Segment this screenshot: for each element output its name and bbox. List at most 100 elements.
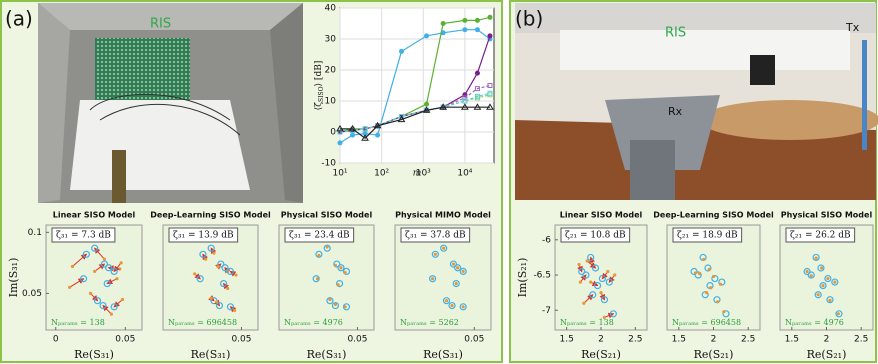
point (93, 269, 97, 273)
annotation-box (560, 227, 631, 243)
error-arrow (106, 278, 118, 285)
point (68, 285, 72, 289)
point (79, 275, 88, 283)
point (444, 299, 449, 303)
point (722, 310, 726, 314)
plot-title: Linear SISO Model (53, 211, 136, 220)
point (226, 286, 230, 291)
point (582, 301, 586, 305)
plot-title: Physical SISO Model (281, 211, 373, 220)
point (461, 269, 465, 273)
point (452, 280, 460, 288)
point (221, 264, 229, 272)
x-tick-label: 1.5 (785, 335, 799, 345)
point (613, 273, 617, 277)
point (817, 264, 825, 272)
point (336, 283, 340, 287)
point (196, 275, 204, 283)
error-arrow (586, 260, 597, 269)
point (454, 264, 462, 272)
point (702, 257, 706, 262)
point (462, 17, 468, 23)
point (450, 303, 454, 308)
annotation: ζ₂₁ = 26.2 dB (790, 231, 851, 241)
point (422, 106, 431, 113)
point (578, 267, 586, 276)
point (456, 266, 460, 270)
point (602, 315, 607, 319)
point (836, 312, 840, 316)
point (331, 301, 340, 310)
x-axis-label: m (413, 169, 422, 179)
point (474, 70, 480, 76)
point (100, 260, 109, 268)
point (459, 303, 467, 311)
point (93, 297, 102, 305)
annotation-box (400, 227, 471, 243)
point (578, 280, 583, 284)
annotation: ζ₃₁ = 13.9 dB (173, 231, 234, 241)
x-axis-label: Re(S₂₁) (694, 348, 734, 361)
point (474, 17, 480, 23)
point (350, 132, 356, 138)
point (461, 305, 465, 309)
point (486, 103, 494, 110)
y-tick-label: 10 (325, 97, 337, 107)
x-tick-label: 10⁴ (457, 169, 472, 179)
point (589, 280, 593, 284)
point (120, 297, 125, 302)
point (826, 296, 834, 304)
point (337, 264, 345, 272)
point (487, 33, 493, 39)
y-tick-label: 20 (325, 66, 337, 76)
point (424, 33, 430, 39)
point (449, 260, 458, 268)
param-count: Nₚₐᵣₐₘₛ = 4976 (284, 318, 343, 327)
plot-title: Linear SISO Model (560, 211, 643, 220)
param-count: Nₚₐᵣₐₘₛ = 696458 (168, 318, 237, 327)
plot-title: Physical MIMO Model (395, 211, 491, 220)
point (348, 124, 357, 132)
point (317, 253, 321, 258)
x-axis-label: Re(S₃₁) (74, 348, 114, 361)
point (199, 250, 207, 258)
point (207, 244, 215, 252)
point (598, 274, 606, 283)
x-tick-label: 0.05 (231, 335, 251, 345)
point (215, 300, 219, 304)
point (216, 264, 220, 269)
photo-label: RIS (150, 17, 171, 32)
point (398, 114, 404, 119)
y-tick-label: 0.05 (22, 289, 42, 299)
point (209, 296, 213, 300)
x-tick-label: 2 (824, 335, 830, 345)
point (698, 272, 702, 276)
y-axis-label: ⟨ζSISO⟩ [dB] (314, 61, 325, 111)
point (833, 280, 837, 284)
series-line (339, 16, 491, 133)
point (807, 271, 815, 279)
point (428, 275, 437, 283)
point (587, 253, 595, 262)
point (212, 251, 216, 255)
param-count: Nₚₐᵣₐₘₛ = 138 (51, 318, 105, 327)
x-tick-label: 2.5 (741, 335, 755, 345)
point (339, 266, 343, 270)
point (109, 312, 113, 316)
y-tick-label: 0.1 (28, 228, 42, 238)
error-arrow (113, 299, 123, 308)
point (709, 286, 713, 290)
param-count: Nₚₐᵣₐₘₛ = 5262 (400, 318, 459, 327)
point (816, 293, 820, 297)
point (819, 282, 827, 290)
x-tick-label: 0 (53, 335, 59, 345)
point (342, 303, 351, 311)
x-tick-label: 2 (711, 335, 717, 345)
x-tick-label: 0.05 (464, 335, 484, 345)
point (718, 282, 723, 286)
point (103, 280, 111, 288)
point (440, 21, 446, 26)
point (582, 271, 590, 279)
panel-label: (a) (5, 7, 33, 31)
